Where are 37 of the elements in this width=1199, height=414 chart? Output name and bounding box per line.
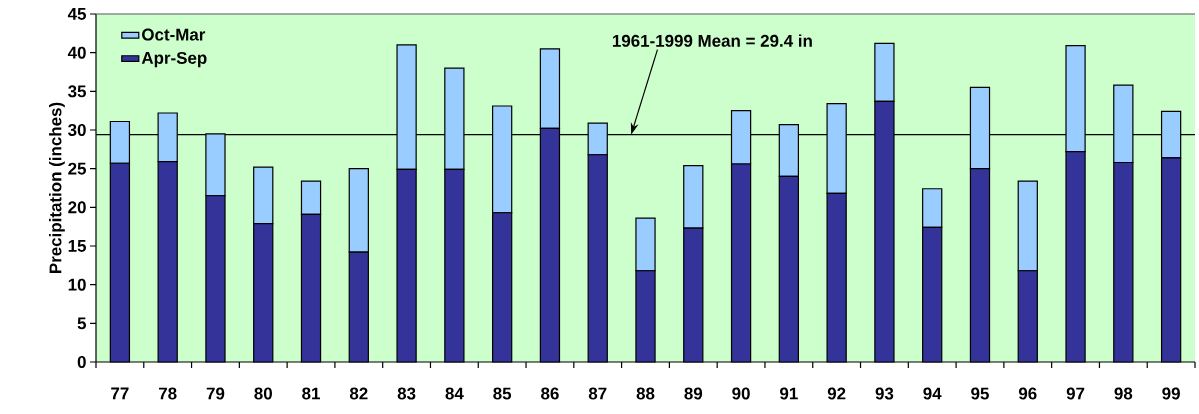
y-tick-label: 45	[67, 8, 87, 20]
x-tick-label: 91	[780, 387, 798, 400]
legend-label: Oct-Mar	[142, 28, 206, 41]
y-tick-label: 25	[68, 162, 87, 175]
x-tick-label: 92	[827, 387, 846, 400]
y-tick-label: 10	[68, 278, 86, 291]
x-tick-label: 83	[397, 387, 416, 400]
legend-label: Apr-Sep	[141, 51, 207, 68]
y-tick-label: 0	[77, 356, 86, 368]
x-tick-label: 84	[445, 387, 464, 400]
x-tick-label: 78	[158, 387, 177, 400]
y-tick-label: 20	[68, 201, 86, 214]
x-tick-label: 87	[588, 387, 607, 400]
y-axis-title: Precipitation (inches)	[49, 102, 65, 273]
x-tick-label: 88	[636, 387, 655, 400]
x-tick-label: 90	[732, 387, 750, 400]
x-tick-label: 98	[1114, 387, 1133, 400]
x-tick-label: 82	[349, 387, 368, 400]
x-tick-label: 99	[1162, 387, 1180, 400]
x-tick-label: 77	[111, 387, 129, 400]
y-tick-label: 15	[68, 240, 87, 252]
x-tick-label: 94	[923, 387, 942, 400]
x-tick-label: 79	[206, 387, 225, 400]
y-tick-label: 40	[67, 46, 86, 59]
ref-line-label: 1961-1999 Mean = 29.4 in	[612, 34, 812, 47]
x-tick-label: 89	[684, 387, 703, 400]
x-tick-label: 85	[493, 387, 512, 400]
y-tick-label: 5	[77, 317, 87, 330]
x-tick-label: 81	[302, 387, 320, 400]
x-tick-label: 86	[541, 387, 559, 400]
x-tick-label: 93	[875, 387, 894, 400]
x-tick-label: 96	[1018, 387, 1037, 400]
y-tick-label: 30	[68, 123, 86, 136]
x-tick-label: 80	[254, 387, 272, 400]
y-tick-label: 35	[68, 85, 87, 98]
x-tick-label: 97	[1066, 387, 1085, 400]
x-tick-label: 95	[971, 387, 989, 400]
